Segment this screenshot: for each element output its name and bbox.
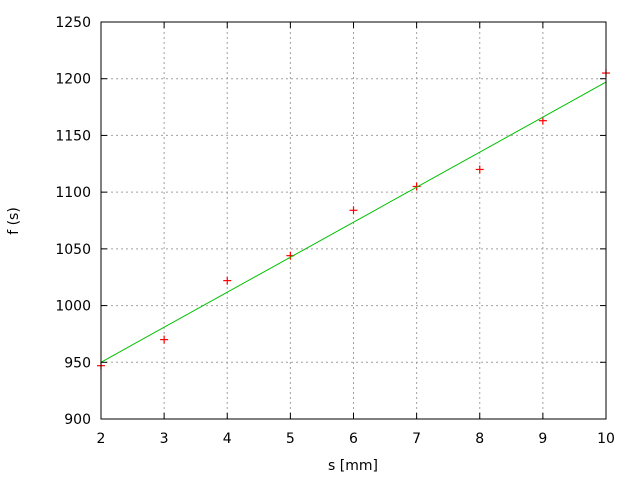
fit-line [100,81,607,363]
y-tick-label: 1100 [55,185,91,201]
x-tick-label: 9 [538,431,547,447]
x-tick-label: 10 [597,431,615,447]
y-tick-label: 1200 [55,72,91,88]
y-tick-label: 1250 [55,15,91,31]
data-point [475,165,484,174]
y-tick-label: 1000 [55,299,91,315]
data-point [538,116,547,125]
grid [101,22,606,419]
y-axis-label: f (s) [6,207,22,235]
y-tick-label: 900 [64,412,91,428]
x-tick-label: 7 [412,431,421,447]
x-tick-label: 6 [349,431,358,447]
series-layer [97,69,610,370]
x-tick-label: 3 [160,431,169,447]
y-tick-label: 950 [64,355,91,371]
x-tick-label: 5 [286,431,295,447]
data-point [160,335,169,344]
x-tick-label: 2 [97,431,106,447]
x-tick-label: 4 [223,431,232,447]
data-point [349,206,358,215]
ticks: 2 3 4 5 6 7 8 9 10 900 950 1000 1050 1100 1150 1200 1250 [55,15,615,447]
plot-frame [100,21,607,420]
y-tick-label: 1050 [55,242,91,258]
y-tick-label: 1150 [55,128,91,144]
x-tick-label: 8 [475,431,484,447]
data-point [223,276,232,285]
data-point [412,182,421,191]
x-axis-label: s [mm] [328,458,378,474]
